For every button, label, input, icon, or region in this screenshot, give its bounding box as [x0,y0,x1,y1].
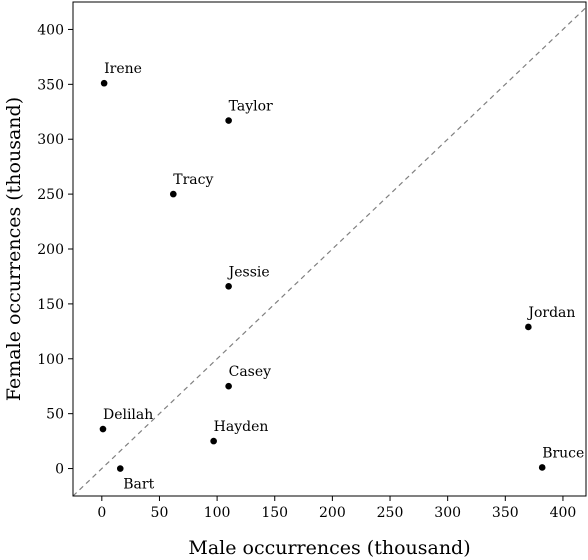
point-label: Casey [229,364,272,380]
y-axis-label: Female occurrences (thousand) [3,97,25,401]
point-label: Irene [104,61,142,77]
x-tick-label: 400 [550,505,577,521]
data-point [99,425,107,433]
x-tick-label: 200 [319,505,346,521]
x-tick-label: 350 [492,505,519,521]
y-tick-label: 250 [37,187,64,203]
data-point [525,323,532,331]
data-point [225,382,232,390]
point-label: Taylor [229,99,273,115]
diagonal-reference-line [72,7,587,497]
x-tick-label: 0 [97,505,106,521]
data-point [538,464,546,471]
x-tick-label: 150 [261,505,288,521]
data-points: Irene Taylor Tracy Jessie Jordan Casey Delilah… [99,61,584,493]
y-tick-label: 100 [37,352,64,368]
x-axis-label: Male occurrences (thousand) [188,537,470,559]
x-tick-label: 250 [377,505,404,521]
x-tick-label: 100 [204,505,231,521]
y-tick-label: 200 [37,242,64,258]
point-label: Hayden [214,419,269,435]
data-point [100,79,108,87]
y-tick-label: 50 [46,407,64,423]
x-tick-label: 300 [434,505,461,521]
x-axis-ticks: 0 50 100 150 200 250 300 350 400 [97,496,576,521]
point-label: Bruce [542,445,584,461]
data-point [169,190,177,198]
data-point [210,437,217,445]
point-label: Bart [123,477,154,493]
y-tick-label: 400 [37,22,64,38]
y-tick-label: 150 [37,297,64,313]
point-label: Delilah [103,407,153,423]
y-axis-ticks: 0 50 100 150 200 250 300 350 400 [37,22,73,478]
x-tick-label: 50 [151,505,169,521]
point-label: Tracy [173,172,213,188]
point-label: Jordan [526,305,575,321]
data-point [116,465,124,472]
point-label: Jessie [227,264,270,280]
data-point [225,117,232,124]
y-tick-label: 0 [55,462,64,478]
data-point [225,283,232,290]
y-tick-label: 300 [37,132,64,148]
y-tick-label: 350 [37,77,64,93]
